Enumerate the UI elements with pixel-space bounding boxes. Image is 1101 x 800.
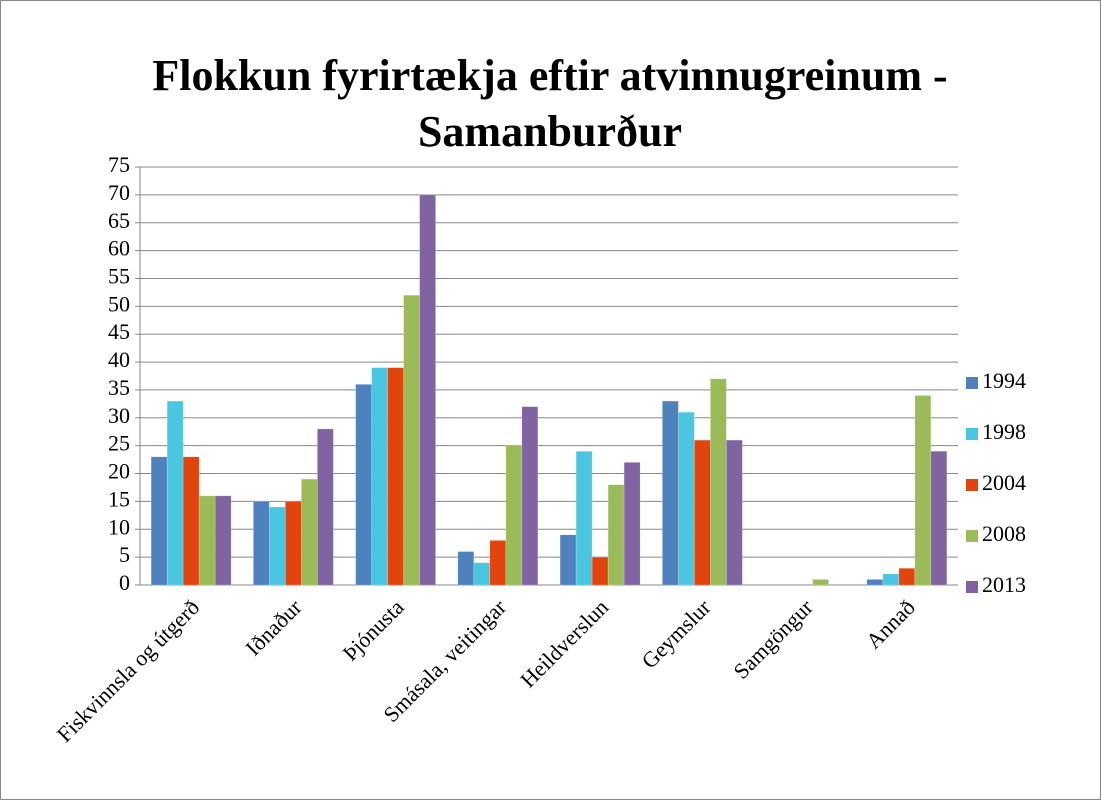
bar [457,551,475,586]
bar [591,556,609,586]
bar [662,400,679,586]
y-tick-label: 60 [108,236,130,261]
legend-swatch [966,428,978,440]
bar [198,495,216,586]
legend-swatch [966,530,978,542]
y-tick-label: 40 [108,347,130,372]
y-tick-label: 75 [108,152,130,177]
bar [387,367,404,586]
y-tick-label: 50 [108,291,130,316]
chart-title: Flokkun fyrirtækja eftir atvinnugreinum … [152,51,948,156]
bar [285,501,302,586]
bar [150,456,168,586]
bar [214,495,232,586]
legend-label: 2004 [982,470,1026,495]
bar [489,540,507,586]
y-tick-label: 0 [119,570,130,595]
bar [403,294,420,586]
bar [623,462,641,586]
bar [726,439,743,586]
bar [182,456,200,586]
y-tick-label: 15 [108,486,130,511]
y-tick-label: 45 [108,319,130,344]
y-tick-label: 25 [108,431,130,456]
y-tick-label: 20 [108,459,130,484]
bar [301,478,318,586]
bar [166,400,184,586]
bar [866,579,884,586]
y-tick-label: 5 [119,542,130,567]
bar [521,406,539,586]
legend-label: 1998 [982,419,1026,444]
bar [694,439,711,586]
bar [317,428,334,586]
bar [473,562,491,586]
y-tick-label: 35 [108,375,130,400]
bar [505,445,523,586]
legend-swatch [966,581,978,593]
y-tick-label: 65 [108,208,130,233]
legend-label: 2008 [982,521,1026,546]
legend-label: 2013 [982,572,1026,597]
bar [882,573,900,586]
bar [607,484,625,586]
legend-swatch [966,377,978,389]
bar [575,450,593,586]
bar [914,395,932,586]
bar [812,579,829,586]
bar [269,506,286,586]
y-tick-label: 55 [108,264,130,289]
legend-swatch [966,479,978,491]
y-tick-label: 70 [108,180,130,205]
bar [419,194,436,586]
y-tick-label: 10 [108,514,130,539]
bar [898,568,916,586]
bar [253,501,270,586]
bar [371,367,388,586]
bar [355,384,372,586]
legend-label: 1994 [982,368,1026,393]
y-tick-label: 30 [108,403,130,428]
bar [710,378,727,586]
bar [559,534,577,586]
bar [678,411,695,586]
bar [930,450,948,586]
